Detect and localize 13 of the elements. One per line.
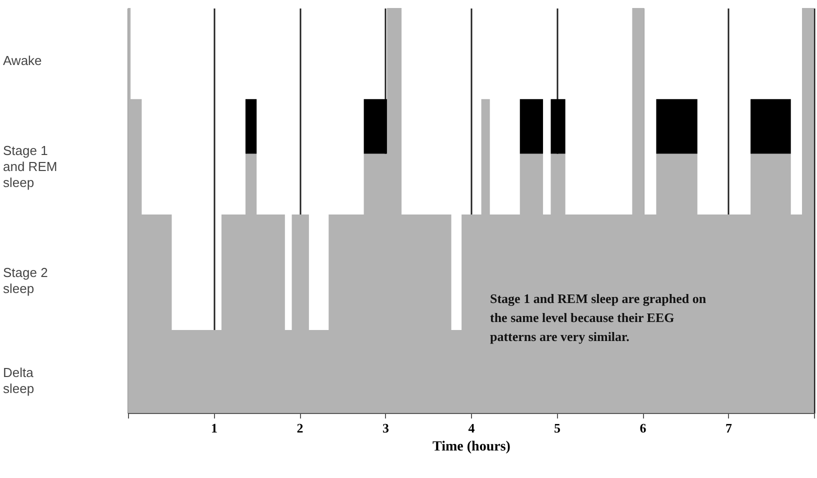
x-tick-label: 5 (554, 420, 561, 436)
text: Stage 1 and REM sleep (3, 143, 58, 190)
text: Awake (3, 53, 42, 68)
x-tick-label: 7 (726, 420, 732, 436)
x-tick-label: 4 (468, 420, 476, 436)
text: Stage 2 sleep (3, 265, 48, 296)
x-axis-title: Time (hours) (432, 440, 511, 454)
annotation: Stage 1 and REM sleep are graphed on the same level because their EEG patterns are very similar. (490, 291, 707, 344)
text: Delta sleep (3, 365, 34, 396)
x-tick-label: 1 (211, 420, 218, 436)
x-tick-label: 2 (296, 420, 304, 436)
x-tick-label: 3 (382, 420, 390, 436)
x-tick-label: 6 (640, 420, 647, 436)
